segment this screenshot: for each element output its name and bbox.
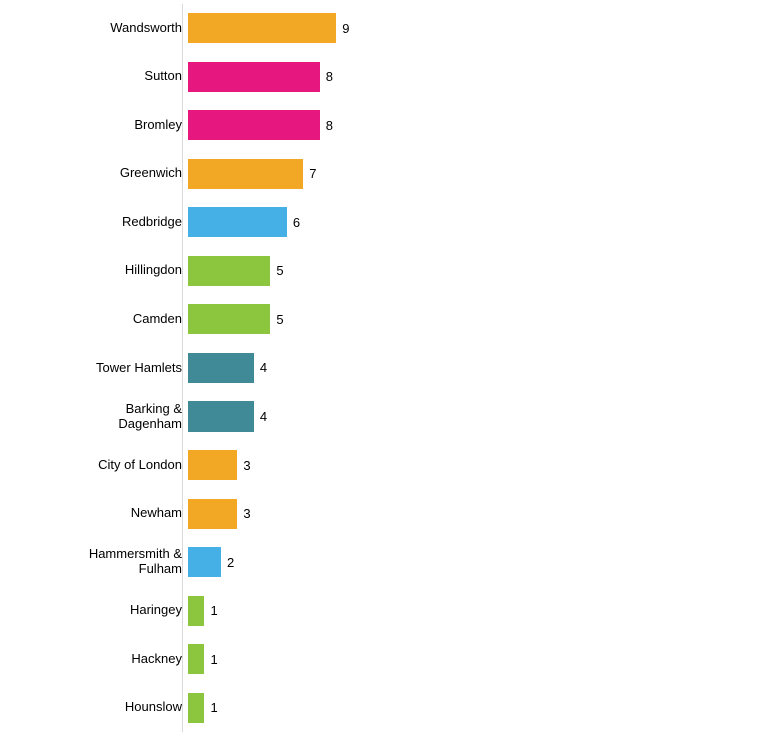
value-label: 8 [326, 69, 333, 84]
bar-row: City of London 3 [0, 441, 766, 490]
value-label: 3 [243, 458, 250, 473]
value-label: 1 [210, 603, 217, 618]
value-label: 9 [342, 21, 349, 36]
value-label: 4 [260, 360, 267, 375]
bar [188, 159, 303, 189]
value-label: 7 [309, 166, 316, 181]
value-label: 4 [260, 409, 267, 424]
bar-area: 4 [188, 392, 766, 441]
bar [188, 596, 204, 626]
bar-row: Greenwich 7 [0, 150, 766, 199]
bar-area: 5 [188, 295, 766, 344]
bar-area: 8 [188, 101, 766, 150]
category-label: Hammersmith &Fulham [0, 547, 188, 577]
bar-area: 1 [188, 586, 766, 635]
bar-area: 9 [188, 4, 766, 53]
bar [188, 693, 204, 723]
value-label: 1 [210, 652, 217, 667]
value-label: 2 [227, 555, 234, 570]
bar [188, 62, 320, 92]
bar-row: Newham 3 [0, 489, 766, 538]
bar-row: Hounslow 1 [0, 683, 766, 732]
category-label: Barking &Dagenham [0, 402, 188, 432]
bar-area: 5 [188, 247, 766, 296]
bar-area: 1 [188, 683, 766, 732]
category-label: Tower Hamlets [0, 361, 188, 376]
bar-area: 7 [188, 150, 766, 199]
bar-area: 1 [188, 635, 766, 684]
bar [188, 110, 320, 140]
category-label: Bromley [0, 118, 188, 133]
bar-rows: Wandsworth 9 Sutton 8 Bromley 8 Greenwich 7 Redb… [0, 4, 766, 732]
category-label: Wandsworth [0, 21, 188, 36]
bar-row: Hammersmith &Fulham 2 [0, 538, 766, 587]
category-label: Camden [0, 312, 188, 327]
value-label: 1 [210, 700, 217, 715]
bar [188, 353, 254, 383]
bar [188, 13, 336, 43]
bar-area: 6 [188, 198, 766, 247]
bar [188, 401, 254, 431]
bar-area: 8 [188, 53, 766, 102]
bar [188, 644, 204, 674]
bar-area: 3 [188, 489, 766, 538]
value-label: 6 [293, 215, 300, 230]
category-label: Hillingdon [0, 263, 188, 278]
bar-area: 4 [188, 344, 766, 393]
value-label: 5 [276, 312, 283, 327]
value-label: 3 [243, 506, 250, 521]
category-label: Haringey [0, 603, 188, 618]
bar-area: 2 [188, 538, 766, 587]
category-label: Greenwich [0, 166, 188, 181]
bar-row: Haringey 1 [0, 586, 766, 635]
bar [188, 256, 270, 286]
bar-row: Tower Hamlets 4 [0, 344, 766, 393]
bar-row: Hillingdon 5 [0, 247, 766, 296]
category-label: Hackney [0, 652, 188, 667]
bar [188, 304, 270, 334]
value-label: 8 [326, 118, 333, 133]
bar [188, 450, 237, 480]
category-label: City of London [0, 458, 188, 473]
bar [188, 499, 237, 529]
bar-row: Redbridge 6 [0, 198, 766, 247]
bar [188, 547, 221, 577]
bar-area: 3 [188, 441, 766, 490]
category-label: Sutton [0, 69, 188, 84]
value-label: 5 [276, 263, 283, 278]
bar-row: Bromley 8 [0, 101, 766, 150]
category-label: Hounslow [0, 700, 188, 715]
bar-row: Barking &Dagenham 4 [0, 392, 766, 441]
bar-row: Hackney 1 [0, 635, 766, 684]
bar [188, 207, 287, 237]
bar-row: Camden 5 [0, 295, 766, 344]
bar-row: Wandsworth 9 [0, 4, 766, 53]
horizontal-bar-chart: Wandsworth 9 Sutton 8 Bromley 8 Greenwich 7 Redb… [0, 0, 766, 742]
category-label: Redbridge [0, 215, 188, 230]
bar-row: Sutton 8 [0, 53, 766, 102]
category-label: Newham [0, 506, 188, 521]
